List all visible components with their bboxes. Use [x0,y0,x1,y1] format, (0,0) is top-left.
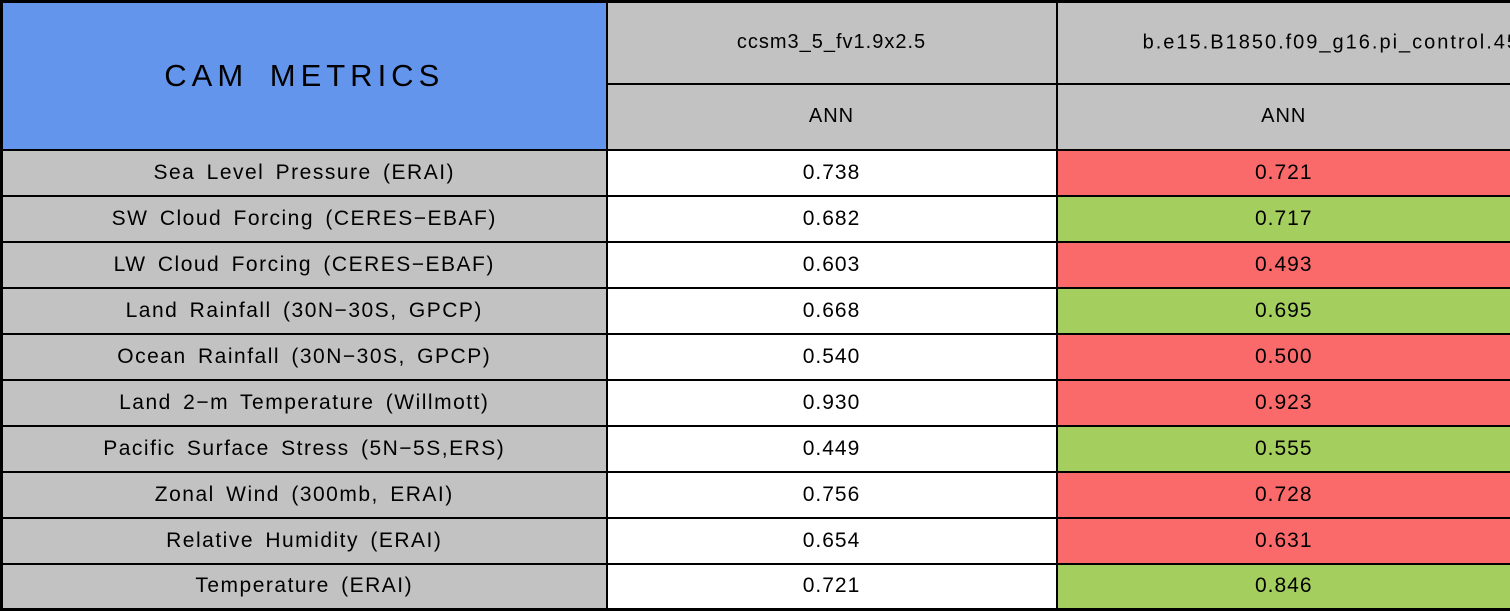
table-row: LW Cloud Forcing (CERES−EBAF) 0.603 0.493 [0,240,1510,289]
table-row: Land Rainfall (30N−30S, GPCP) 0.668 0.695 [0,286,1510,335]
value-cell: 0.728 [1055,470,1510,519]
value-cell: 0.682 [605,194,1058,243]
table-title: CAM METRICS [0,0,608,151]
value-cell: 0.493 [1055,240,1510,289]
metric-label: Land 2−m Temperature (Willmott) [0,378,608,427]
table-row: Zonal Wind (300mb, ERAI) 0.756 0.728 [0,470,1510,519]
metric-label: Pacific Surface Stress (5N−5S,ERS) [0,424,608,473]
value-cell: 0.930 [605,378,1058,427]
column-header-model-1: ccsm3_5_fv1.9x2.5 [605,0,1058,85]
value-cell: 0.449 [605,424,1058,473]
value-cell: 0.695 [1055,286,1510,335]
metrics-tbody: Sea Level Pressure (ERAI) 0.738 0.721 SW Cl… [0,148,1510,611]
table-row: Relative Humidity (ERAI) 0.654 0.631 [0,516,1510,565]
header-row-seasons: ANN ANN [2,82,1510,151]
metric-label: Land Rainfall (30N−30S, GPCP) [0,286,608,335]
value-cell: 0.717 [1055,194,1510,243]
value-cell: 0.923 [1055,378,1510,427]
metric-label: SW Cloud Forcing (CERES−EBAF) [0,194,608,243]
metric-label: LW Cloud Forcing (CERES−EBAF) [0,240,608,289]
value-cell: 0.738 [605,148,1058,197]
value-cell: 0.721 [1055,148,1510,197]
value-cell: 0.668 [605,286,1058,335]
table-row: Pacific Surface Stress (5N−5S,ERS) 0.449 0… [0,424,1510,473]
metric-label: Sea Level Pressure (ERAI) [0,148,608,197]
value-cell: 0.500 [1055,332,1510,381]
metric-label: Relative Humidity (ERAI) [0,516,608,565]
table-row: SW Cloud Forcing (CERES−EBAF) 0.682 0.717 [0,194,1510,243]
value-cell: 0.721 [605,562,1058,611]
table-row: Sea Level Pressure (ERAI) 0.738 0.721 [0,148,1510,197]
metric-label: Zonal Wind (300mb, ERAI) [0,470,608,519]
value-cell: 0.555 [1055,424,1510,473]
value-cell: 0.603 [605,240,1058,289]
metric-label: Ocean Rainfall (30N−30S, GPCP) [0,332,608,381]
value-cell: 0.846 [1055,562,1510,611]
column-subheader-season-1: ANN [605,82,1058,151]
value-cell: 0.631 [1055,516,1510,565]
column-header-model-2-text: b.e15.B1850.f09_g16.pi_control.45 [1142,31,1510,54]
table-row: Land 2−m Temperature (Willmott) 0.930 0.92… [0,378,1510,427]
value-cell: 0.756 [605,470,1058,519]
table-row: Temperature (ERAI) 0.721 0.846 [0,562,1510,611]
column-subheader-season-2: ANN [1055,82,1510,151]
metric-label: Temperature (ERAI) [0,562,608,611]
value-cell: 0.654 [605,516,1058,565]
table-row: Ocean Rainfall (30N−30S, GPCP) 0.540 0.500 [0,332,1510,381]
column-header-model-2: b.e15.B1850.f09_g16.pi_control.45 [1055,0,1510,85]
header-row-models: CAM METRICS ccsm3_5_fv1.9x2.5 b.e15.B185… [0,0,1510,151]
value-cell: 0.540 [605,332,1058,381]
